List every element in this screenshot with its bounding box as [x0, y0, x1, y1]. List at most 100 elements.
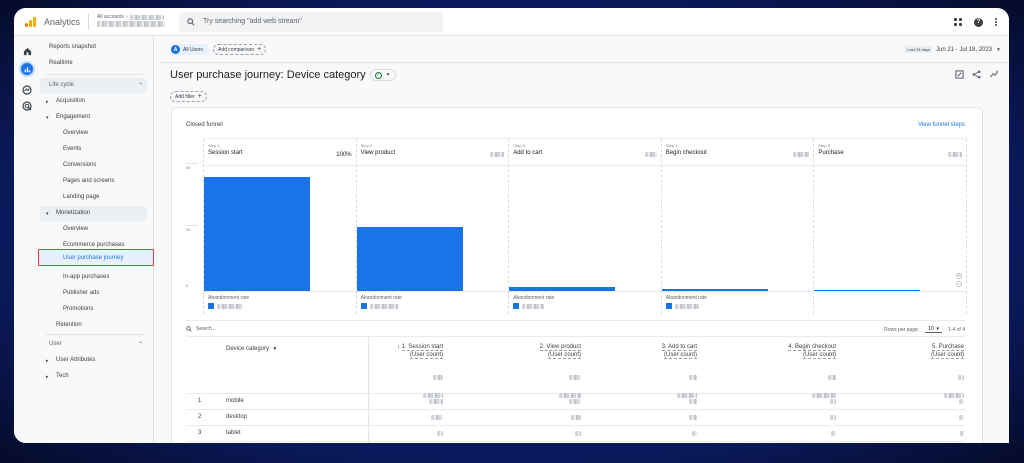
redacted-value: [437, 431, 443, 436]
segment-chip-all-users[interactable]: A All Users: [170, 44, 210, 55]
column-header-begin-checkout[interactable]: 4. Begin checkout (User count): [788, 343, 836, 359]
share-icon[interactable]: [972, 70, 981, 79]
report-status-dropdown[interactable]: ✓ ▼: [369, 69, 396, 81]
total-session-start: [423, 367, 443, 403]
column-header-purchase[interactable]: 5. Purchase (User count): [930, 343, 964, 359]
nav-acquisition[interactable]: Acquisition: [56, 98, 86, 104]
column-header-view-product[interactable]: 2. View product (User count): [539, 343, 581, 359]
redacted-value: [217, 303, 243, 309]
insights-icon[interactable]: [989, 70, 999, 79]
nav-promotions[interactable]: Promotions: [63, 306, 94, 312]
nav-landing-page[interactable]: Landing page: [63, 194, 100, 200]
funnel-bar[interactable]: [204, 177, 311, 291]
chevron-up-icon[interactable]: ⌃: [137, 342, 143, 348]
zoom-in-icon[interactable]: +: [955, 273, 962, 279]
nav-pages-and-screens[interactable]: Pages and screens: [63, 178, 115, 184]
total-begin-checkout: [812, 367, 836, 403]
add-filter-button[interactable]: Add filter +: [170, 91, 207, 102]
advertising-icon[interactable]: [21, 100, 33, 112]
caret-right-icon[interactable]: ▸: [46, 99, 49, 105]
analytics-logo-icon[interactable]: [25, 16, 36, 27]
funnel-step-3[interactable]: Step 3 Add to cart Abandonment rate: [508, 139, 661, 314]
nav-engagement[interactable]: Engagement: [56, 114, 91, 120]
caret-down-icon[interactable]: ▾: [46, 211, 49, 217]
total-view-product: [559, 367, 581, 403]
caret-down-icon[interactable]: ▾: [46, 115, 49, 121]
nav-user-purchase-journey[interactable]: User purchase journey: [63, 255, 124, 261]
table-row[interactable]: 2 desktop: [186, 410, 965, 426]
redacted-value: [692, 431, 697, 436]
customize-report-icon[interactable]: [955, 70, 964, 79]
nav-monetization-row[interactable]: [40, 206, 148, 221]
search-icon: [186, 325, 192, 332]
redacted-value: [959, 415, 964, 420]
home-icon[interactable]: [21, 45, 33, 57]
view-funnel-steps-link[interactable]: View funnel steps: [918, 122, 965, 128]
funnel-bar[interactable]: [509, 287, 616, 291]
nav-reports-snapshot[interactable]: Reports snapshot: [49, 44, 97, 50]
nav-realtime[interactable]: Realtime: [49, 60, 73, 66]
nav-engagement-overview[interactable]: Overview: [63, 130, 89, 136]
comparison-bar: A All Users Add comparison + Last 28 day…: [160, 36, 1009, 63]
report-navigation: Reports snapshot Realtime Life cycle ⌃ ▸…: [38, 36, 154, 443]
pagination-range: 1-4 of 4: [948, 326, 965, 333]
y-tick: 2K: [186, 227, 191, 232]
step-percent: 100%: [336, 152, 352, 158]
account-picker[interactable]: All accounts ›: [97, 14, 166, 29]
nav-tech[interactable]: Tech: [56, 373, 69, 379]
add-comparison-button[interactable]: Add comparison +: [213, 44, 267, 55]
step-number: Step 4: [665, 143, 678, 148]
explore-icon[interactable]: [21, 84, 33, 96]
chevron-up-icon[interactable]: ⌃: [137, 83, 143, 89]
nav-in-app-purchases[interactable]: In-app purchases: [63, 274, 110, 280]
date-range-picker[interactable]: Last 28 days Jun 21 - Jul 18, 2023 ▼: [905, 46, 1001, 53]
rows-per-page-select[interactable]: 10 ▾: [925, 326, 943, 333]
pagination: Rows per page: 10 ▾ 1-4 of 4: [884, 326, 965, 333]
funnel-step-5[interactable]: Step 5 Purchase + −: [813, 139, 967, 314]
funnel-bar[interactable]: [356, 227, 463, 291]
nav-section-life-cycle[interactable]: [40, 78, 148, 93]
nav-ecommerce-purchases[interactable]: Ecommerce purchases: [63, 242, 125, 248]
metric-sub: (User count): [547, 352, 581, 359]
redacted-value: [960, 431, 964, 436]
step-number: Step 1: [208, 143, 220, 148]
dimension-header[interactable]: Device category ▼: [226, 346, 277, 352]
table-row[interactable]: 1 mobile: [186, 394, 965, 410]
app-window: Analytics All accounts › Try searching "a…: [14, 8, 1009, 443]
funnel-bar[interactable]: [661, 289, 768, 291]
help-icon[interactable]: ?: [974, 17, 983, 27]
funnel-step-1[interactable]: Step 1 Session start 100% Abandonment ra…: [203, 139, 356, 314]
divider: [88, 13, 90, 30]
nav-monetization-overview[interactable]: Overview: [63, 226, 89, 232]
caret-down-icon: ▼: [385, 72, 391, 78]
caret-right-icon[interactable]: ▸: [46, 358, 49, 364]
device-category-cell: tablet: [226, 430, 241, 436]
nav-retention[interactable]: Retention: [56, 322, 82, 328]
table-row[interactable]: 3 tablet: [186, 426, 965, 442]
caret-right-icon[interactable]: ▸: [46, 374, 49, 380]
search-input[interactable]: Try searching "add web stream": [179, 11, 444, 32]
caret-down-icon: ▼: [996, 46, 1001, 53]
top-bar: Analytics All accounts › Try searching "a…: [14, 8, 1009, 36]
table-search[interactable]: Search... Rows per page: 10 ▾ 1-4 of 4: [186, 320, 965, 337]
metric-sub: (User count): [663, 352, 697, 359]
zoom-out-icon[interactable]: −: [955, 281, 962, 287]
nav-publisher-ads[interactable]: Publisher ads: [63, 290, 100, 296]
nav-user-label: User: [49, 341, 62, 347]
column-header-session-start[interactable]: ↓ 1. Session start (User count): [397, 343, 443, 359]
nav-monetization[interactable]: Monetization: [56, 210, 91, 216]
abandonment-rate: Abandonment rate: [665, 295, 707, 309]
apps-grid-icon[interactable]: [954, 18, 962, 26]
reports-icon[interactable]: [19, 61, 35, 77]
redacted-value: [369, 303, 398, 309]
nav-user-attributes[interactable]: User Attributes: [56, 357, 96, 363]
column-header-add-to-cart[interactable]: 3. Add to cart (User count): [661, 343, 697, 359]
nav-events[interactable]: Events: [63, 146, 82, 152]
funnel-step-2[interactable]: Step 2 View product Abandonment rate: [355, 139, 509, 314]
nav-conversions[interactable]: Conversions: [63, 162, 97, 168]
funnel-bar[interactable]: [814, 289, 921, 291]
more-vert-icon[interactable]: [995, 18, 997, 26]
search-icon: [187, 17, 195, 26]
redacted-value: [674, 303, 699, 309]
funnel-step-4[interactable]: Step 4 Begin checkout Abandonment rate: [660, 139, 814, 314]
